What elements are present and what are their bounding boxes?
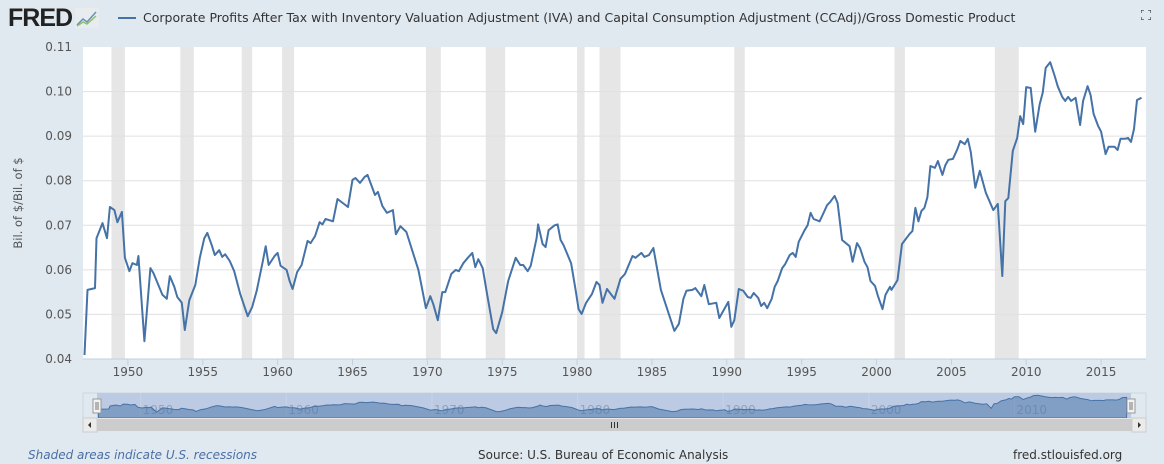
x-tick-label: 2005: [936, 365, 967, 379]
recession-band: [994, 47, 1019, 359]
recession-band: [180, 47, 194, 359]
line-chart-icon: [75, 8, 100, 28]
arrow-right-icon: [1138, 422, 1141, 428]
x-tick-label: 2010: [1011, 365, 1042, 379]
x-tick-label: 1995: [786, 365, 817, 379]
y-tick-label: 0.09: [45, 129, 72, 143]
chart-legend: Corporate Profits After Tax with Invento…: [118, 10, 1015, 25]
x-tick-label: 1980: [562, 365, 593, 379]
source-text: Source: U.S. Bureau of Economic Analysis: [478, 448, 729, 462]
x-tick-label: 2015: [1086, 365, 1117, 379]
navigator-handle-left[interactable]: [92, 398, 102, 414]
x-tick-label: 1975: [487, 365, 518, 379]
recession-band: [734, 47, 745, 359]
handle-grip-icon: [1129, 402, 1133, 410]
chart-title: Corporate Profits After Tax with Invento…: [143, 10, 1016, 25]
y-tick-label: 0.11: [45, 40, 72, 54]
series-line: [83, 61, 1142, 356]
recession-band: [425, 47, 441, 359]
handle-grip-icon: [95, 402, 99, 410]
navigator-handle-right[interactable]: [1126, 398, 1136, 414]
chart: 0.04 0.05 0.06 0.07 0.08 0.09 0.10 0.11 1950 1955…: [11, 40, 1147, 433]
fred-logo-text: FRED: [8, 3, 73, 32]
x-tick-label: 1985: [637, 365, 668, 379]
recession-band: [111, 47, 125, 359]
arrow-left-icon: [88, 422, 91, 428]
x-tick-label: 2000: [861, 365, 892, 379]
navigator-series: [97, 394, 1128, 419]
recession-band: [485, 47, 506, 359]
recession-band: [577, 47, 585, 359]
x-tick-label: 1955: [188, 365, 219, 379]
recession-band: [599, 47, 621, 359]
recession-note: Shaded areas indicate U.S. recessions: [28, 448, 258, 462]
recession-band: [282, 47, 295, 359]
legend-line-swatch: [118, 16, 136, 19]
scrollbar-grip-icon: [611, 422, 618, 428]
recession-band: [894, 47, 905, 359]
recession-band: [241, 47, 253, 359]
site-link[interactable]: fred.stlouisfed.org: [1013, 448, 1123, 462]
x-tick-label: 1960: [262, 365, 293, 379]
x-tick-label: 1990: [712, 365, 743, 379]
y-tick-label: 0.08: [45, 174, 72, 188]
y-tick-label: 0.10: [45, 85, 72, 99]
fred-logo[interactable]: FRED: [8, 3, 100, 32]
y-tick-label: 0.04: [45, 352, 72, 366]
x-tick-label: 1965: [337, 365, 368, 379]
y-axis-title: Bil. of $/Bil. of $: [11, 157, 25, 248]
x-tick-label: 1970: [412, 365, 443, 379]
y-tick-label: 0.06: [45, 263, 72, 277]
y-tick-label: 0.05: [45, 307, 72, 321]
y-tick-label: 0.07: [45, 218, 72, 232]
x-tick-label: 1950: [113, 365, 144, 379]
